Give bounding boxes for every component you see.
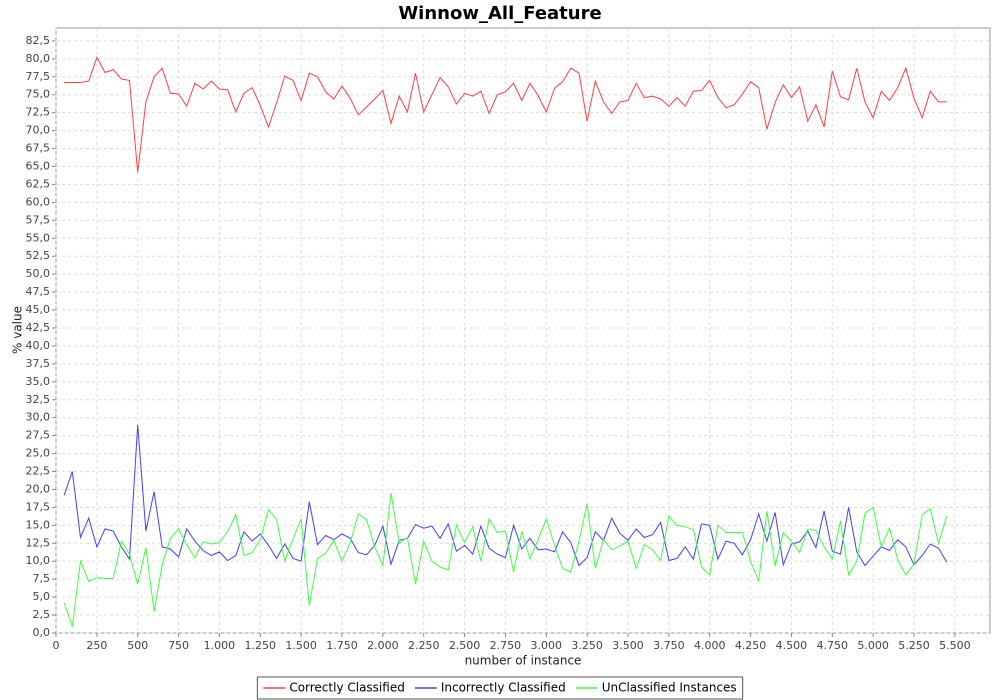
y-tick-label: 77,5 bbox=[26, 70, 51, 83]
y-tick-label: 52,5 bbox=[26, 249, 51, 262]
x-axis-label: number of instance bbox=[465, 654, 582, 668]
x-tick-label: 1.500 bbox=[285, 639, 317, 652]
x-tick-label: 3.250 bbox=[571, 639, 603, 652]
x-tick-label: 1.250 bbox=[245, 639, 277, 652]
y-tick-label: 0,0 bbox=[33, 626, 51, 639]
legend-label: Incorrectly Classified bbox=[441, 681, 566, 695]
legend-label: Correctly Classified bbox=[289, 681, 405, 695]
x-tick-label: 4.250 bbox=[735, 639, 767, 652]
y-tick-label: 37,5 bbox=[26, 357, 51, 370]
y-tick-label: 15,0 bbox=[26, 518, 51, 531]
legend-label: UnClassified Instances bbox=[602, 681, 737, 695]
x-tick-label: 1.750 bbox=[326, 639, 358, 652]
y-tick-label: 70,0 bbox=[26, 124, 51, 137]
y-tick-label: 75,0 bbox=[26, 88, 51, 101]
x-tick-label: 5.250 bbox=[898, 639, 930, 652]
y-axis-label: % value bbox=[11, 306, 25, 354]
x-tick-label: 750 bbox=[168, 639, 189, 652]
x-tick-label: 250 bbox=[86, 639, 107, 652]
x-tick-label: 4.750 bbox=[817, 639, 849, 652]
x-tick-label: 500 bbox=[127, 639, 148, 652]
x-tick-label: 5.500 bbox=[939, 639, 971, 652]
x-tick-label: 2.500 bbox=[449, 639, 481, 652]
y-tick-label: 7,5 bbox=[33, 572, 51, 585]
y-tick-label: 55,0 bbox=[26, 231, 51, 244]
x-tick-label: 3.750 bbox=[653, 639, 685, 652]
y-tick-label: 62,5 bbox=[26, 177, 51, 190]
x-tick-label: 1.000 bbox=[204, 639, 236, 652]
x-tick-label: 2.000 bbox=[367, 639, 399, 652]
x-tick-label: 3.500 bbox=[612, 639, 644, 652]
y-tick-label: 2,5 bbox=[33, 608, 51, 621]
y-tick-label: 40,0 bbox=[26, 339, 51, 352]
y-tick-label: 47,5 bbox=[26, 285, 51, 298]
y-tick-label: 10,0 bbox=[26, 554, 51, 567]
y-tick-label: 30,0 bbox=[26, 411, 51, 424]
x-tick-label: 4.500 bbox=[776, 639, 808, 652]
y-tick-label: 67,5 bbox=[26, 142, 51, 155]
y-tick-label: 22,5 bbox=[26, 465, 51, 478]
y-tick-label: 50,0 bbox=[26, 267, 51, 280]
series-line bbox=[64, 56, 947, 173]
y-tick-label: 12,5 bbox=[26, 536, 51, 549]
x-tick-label: 2.750 bbox=[490, 639, 522, 652]
y-tick-label: 32,5 bbox=[26, 393, 51, 406]
series-line bbox=[63, 424, 948, 567]
y-tick-label: 35,0 bbox=[26, 375, 51, 388]
y-tick-label: 57,5 bbox=[26, 213, 51, 226]
x-tick-label: 2.250 bbox=[408, 639, 440, 652]
y-tick-label: 20,0 bbox=[26, 482, 51, 495]
x-tick-label: 4.000 bbox=[694, 639, 726, 652]
chart-title: Winnow_All_Feature bbox=[398, 3, 601, 24]
y-tick-label: 42,5 bbox=[26, 321, 51, 334]
y-tick-label: 27,5 bbox=[26, 429, 51, 442]
x-tick-label: 0 bbox=[53, 639, 60, 652]
legend-box bbox=[256, 676, 744, 700]
y-tick-label: 72,5 bbox=[26, 106, 51, 119]
x-tick-label: 3.000 bbox=[531, 639, 563, 652]
x-tick-label: 5.000 bbox=[857, 639, 889, 652]
series-line bbox=[63, 493, 948, 627]
y-tick-label: 80,0 bbox=[26, 52, 51, 65]
y-tick-label: 65,0 bbox=[26, 160, 51, 173]
plot-area bbox=[55, 27, 991, 634]
y-tick-label: 5,0 bbox=[33, 590, 51, 603]
y-tick-label: 17,5 bbox=[26, 500, 51, 513]
y-tick-label: 60,0 bbox=[26, 195, 51, 208]
y-tick-label: 82,5 bbox=[26, 34, 51, 47]
y-tick-label: 45,0 bbox=[26, 303, 51, 316]
y-tick-label: 25,0 bbox=[26, 447, 51, 460]
